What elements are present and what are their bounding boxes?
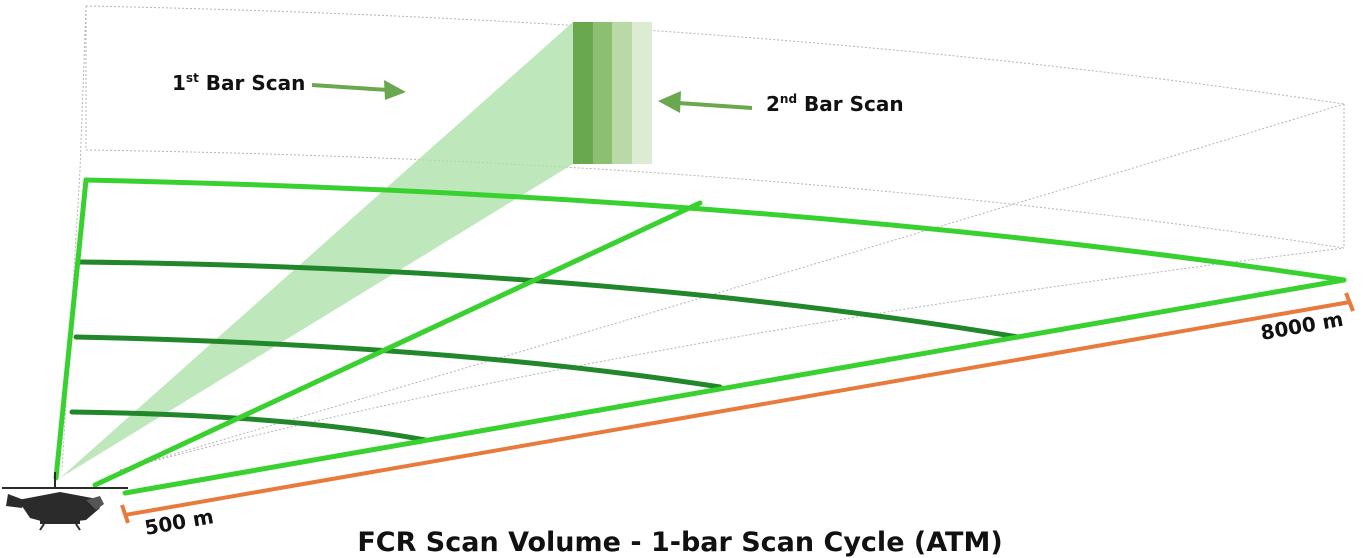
bar-strip-2 <box>593 22 612 164</box>
first-bar-scan-label: 1st Bar Scan <box>172 71 305 95</box>
arrow-first-bar <box>312 80 406 100</box>
bar-strip-3 <box>612 22 632 164</box>
bar-strip-1 <box>573 22 593 164</box>
range-indicator <box>122 293 1353 523</box>
second-bar-scan-label: 2nd Bar Scan <box>766 92 904 116</box>
beam-cone <box>60 22 573 478</box>
diagram-caption: FCR Scan Volume - 1-bar Scan Cycle (ATM) <box>357 527 1002 558</box>
range-max-label: 8000 m <box>1259 307 1345 345</box>
arrow-second-bar <box>658 91 752 113</box>
bar-strip-4 <box>632 22 652 164</box>
bar-scan-strips <box>573 22 652 164</box>
